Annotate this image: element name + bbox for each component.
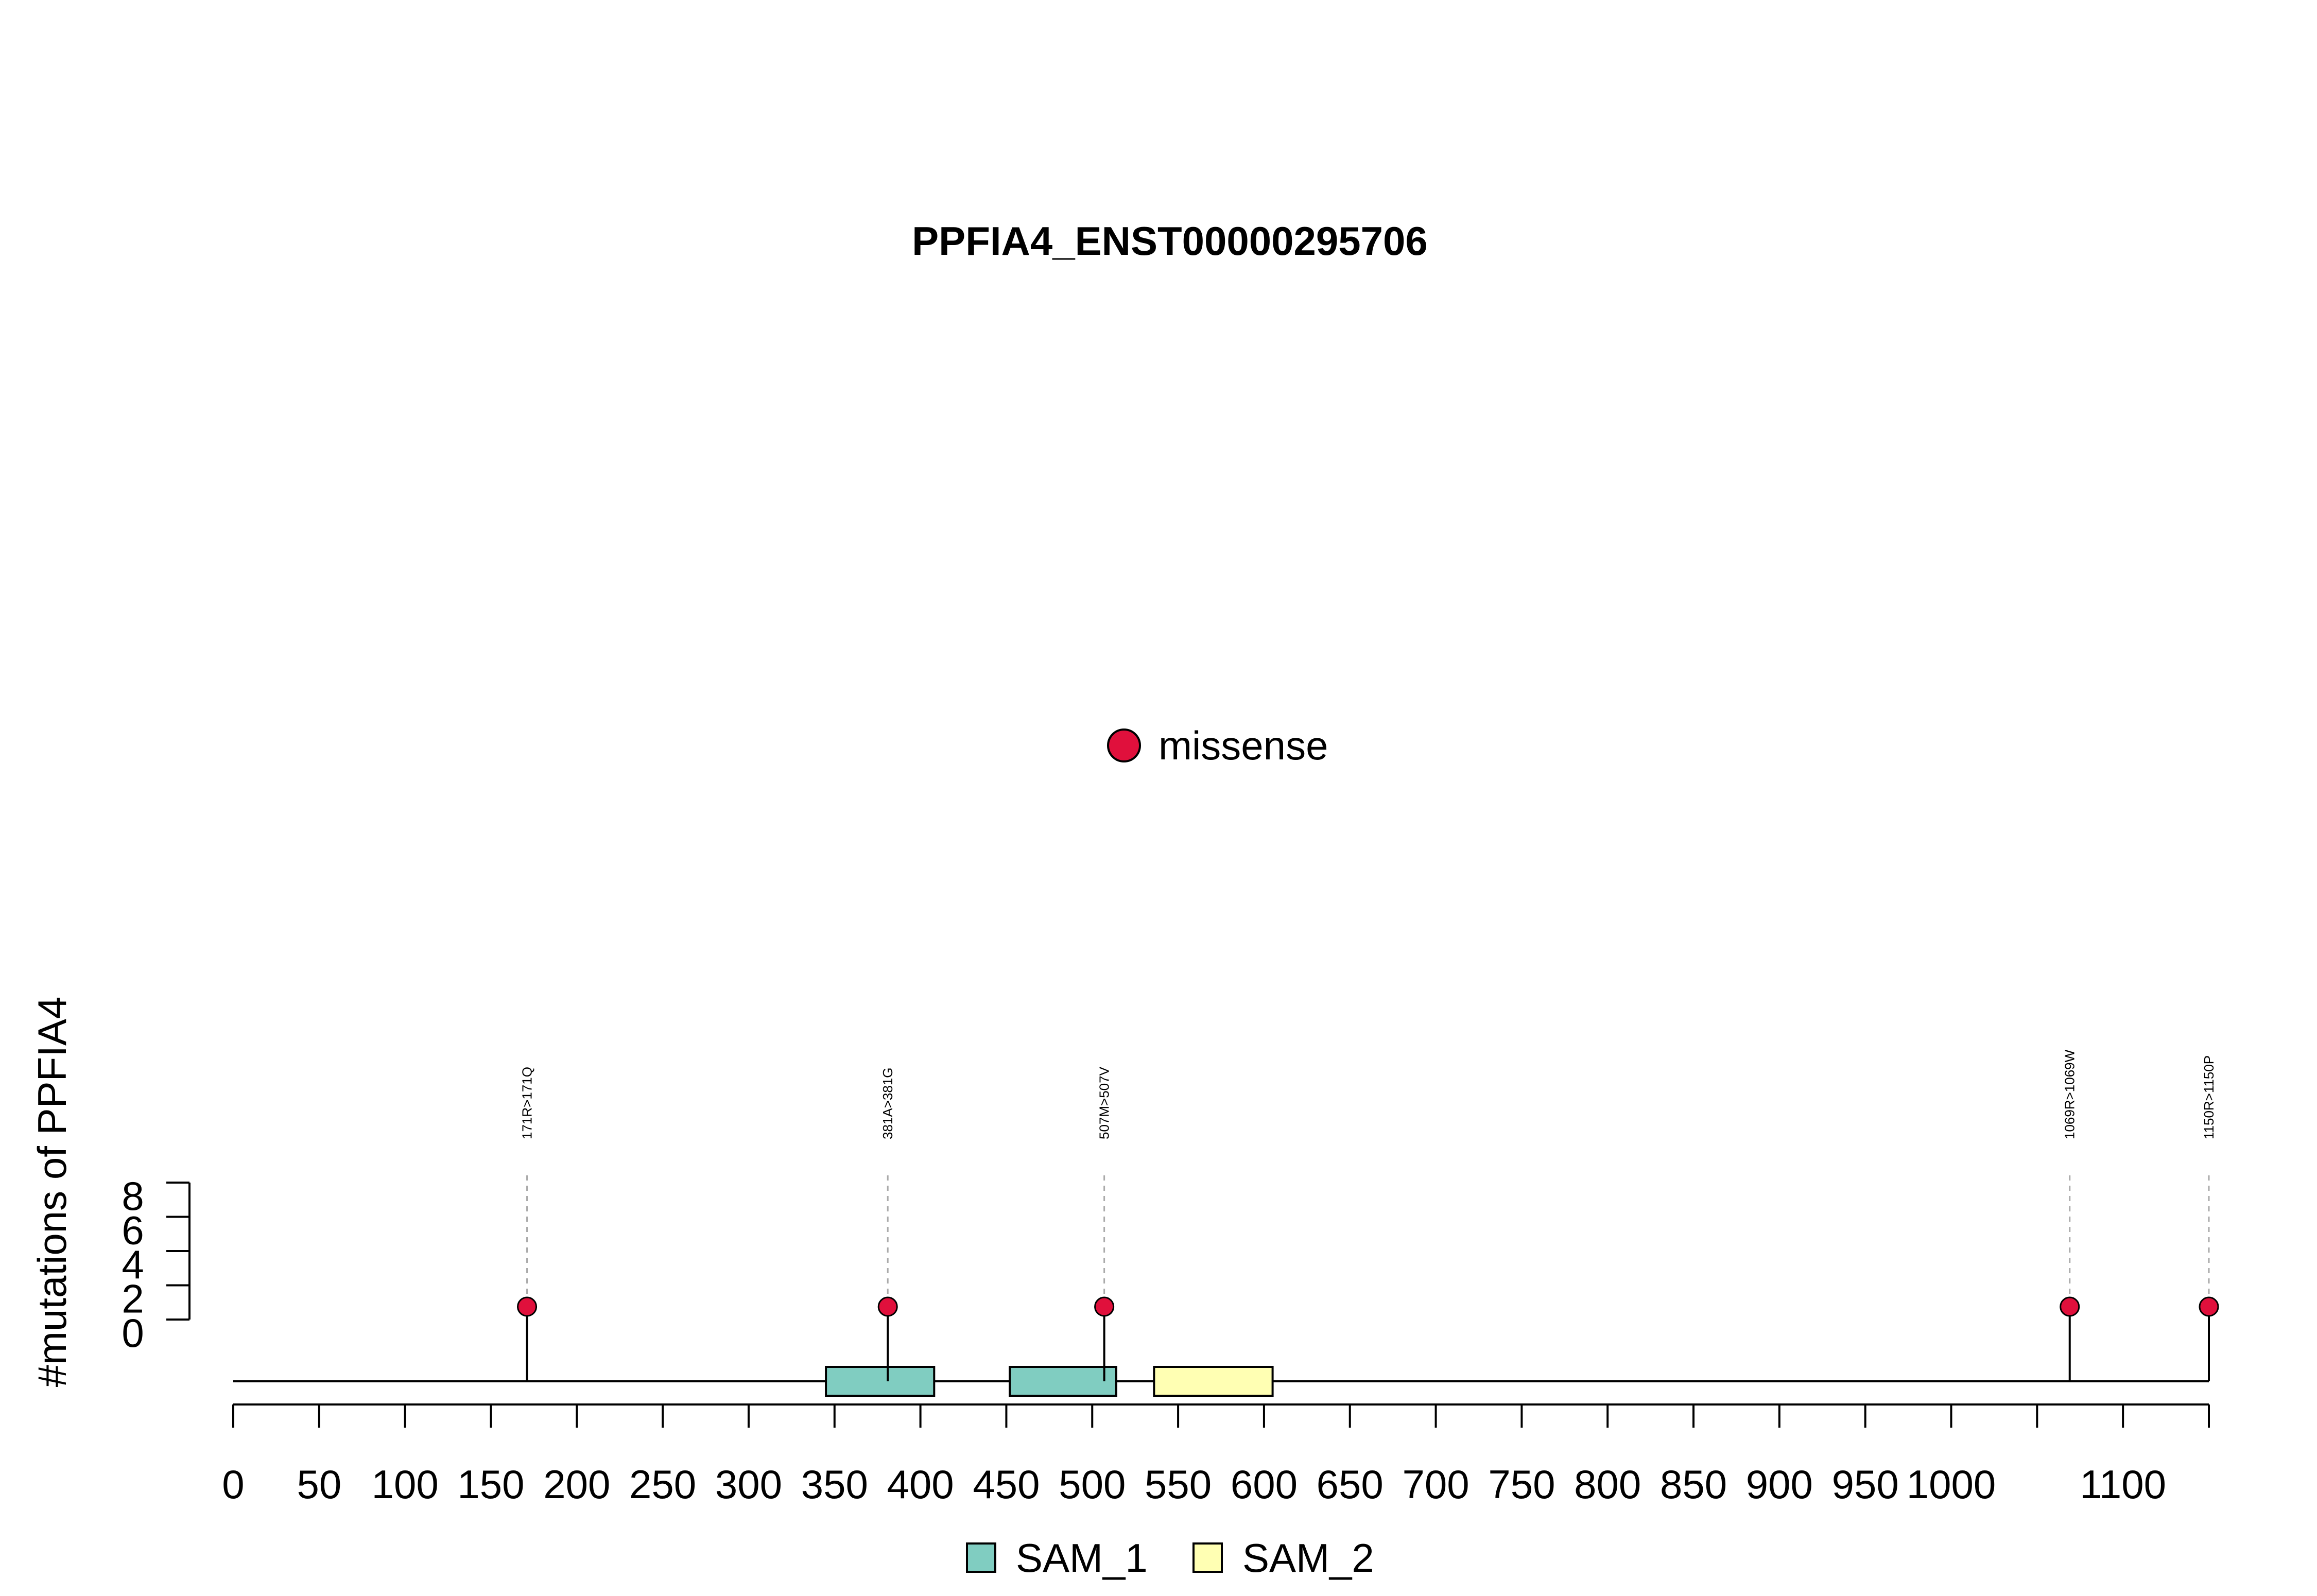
x-tick-label-300: 300: [715, 1462, 782, 1507]
y-tick-label-8: 8: [122, 1173, 144, 1219]
y-tick-label-4: 4: [122, 1242, 144, 1287]
mutation-label-4: 1150R>1150P: [2201, 1055, 2217, 1139]
domain-legend-label-SAM_1: SAM_1: [1016, 1535, 1148, 1581]
domain-legend-swatch-SAM_2: [1192, 1542, 1223, 1573]
mutation-label-1: 381A>381G: [880, 1067, 895, 1139]
x-tick-label-150: 150: [457, 1462, 524, 1507]
mutation-head-2: [1094, 1296, 1115, 1317]
y-axis-label: #mutations of PPFIA4: [29, 997, 75, 1387]
x-tick-label-0: 0: [222, 1462, 244, 1507]
mutation-label-3: 1069R>1069W: [2062, 1049, 2078, 1139]
mutation-label-2: 507M>507V: [1097, 1066, 1112, 1139]
x-tick-label-400: 400: [887, 1462, 954, 1507]
domain-SAM_2-2: [1153, 1366, 1274, 1397]
legend-marker-missense: [1107, 728, 1141, 762]
x-tick-label-850: 850: [1660, 1462, 1727, 1507]
x-tick-label-250: 250: [629, 1462, 696, 1507]
x-tick-label-200: 200: [543, 1462, 610, 1507]
y-tick-label-0: 0: [122, 1310, 144, 1356]
x-tick-label-1100: 1100: [2080, 1462, 2166, 1507]
x-tick-label-750: 750: [1488, 1462, 1555, 1507]
x-tick-label-700: 700: [1402, 1462, 1469, 1507]
mutation-legend: missense: [1107, 723, 1328, 768]
x-tick-label-800: 800: [1574, 1462, 1641, 1507]
x-tick-label-900: 900: [1746, 1462, 1813, 1507]
y-tick-label-6: 6: [122, 1208, 144, 1253]
chart-title: PPFIA4_ENST00000295706: [912, 218, 1428, 264]
domain-legend: SAM_1 SAM_2: [966, 1535, 1374, 1581]
mutation-head-3: [2060, 1296, 2080, 1317]
legend-label-missense: missense: [1158, 723, 1328, 768]
x-tick-label-500: 500: [1059, 1462, 1126, 1507]
mutation-head-1: [877, 1296, 898, 1317]
x-axis: 0 50 100 150 200 250 300 350 400 450 500 550 600 650 7…: [222, 1403, 2210, 1507]
x-tick-label-50: 50: [297, 1462, 341, 1507]
mutation-head-4: [2199, 1296, 2219, 1317]
mutation-label-0: 171R>171Q: [520, 1067, 535, 1139]
x-tick-label-550: 550: [1145, 1462, 1212, 1507]
x-tick-label-450: 450: [973, 1462, 1040, 1507]
x-tick-label-600: 600: [1231, 1462, 1298, 1507]
domain-legend-swatch-SAM_1: [966, 1542, 996, 1573]
domain-SAM_1-0: [825, 1366, 936, 1397]
x-tick-label-650: 650: [1317, 1462, 1384, 1507]
domain-legend-label-SAM_2: SAM_2: [1242, 1535, 1374, 1581]
x-tick-label-1000: 1000: [1907, 1462, 1996, 1507]
x-tick-label-350: 350: [801, 1462, 868, 1507]
mutation-lollipops: 171R>171Q 381A>381G 507M>507V 1069R>1069W 11…: [517, 1049, 2219, 1381]
x-tick-label-100: 100: [372, 1462, 439, 1507]
protein-backbone: [233, 1366, 2209, 1397]
domain-SAM_1-1: [1009, 1366, 1117, 1397]
mutation-head-0: [517, 1296, 538, 1317]
x-tick-label-950: 950: [1832, 1462, 1899, 1507]
y-tick-label-2: 2: [122, 1276, 144, 1322]
